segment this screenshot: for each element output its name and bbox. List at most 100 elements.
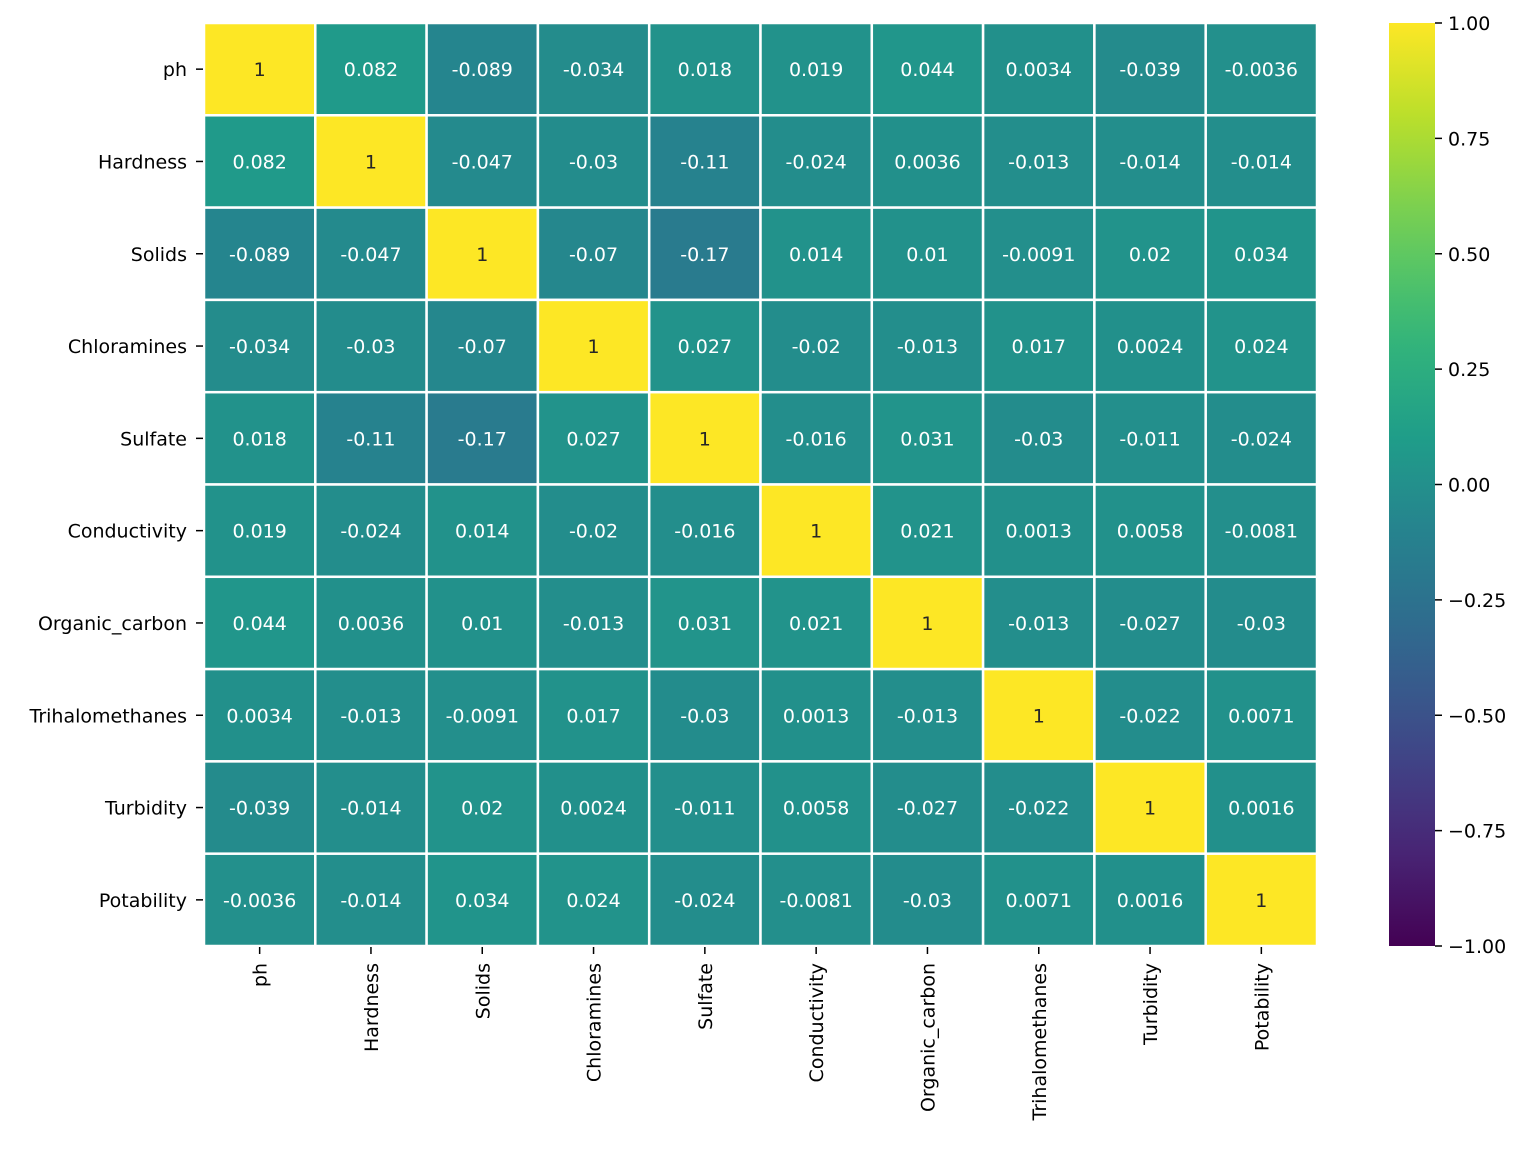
cell-annotation: 0.044 — [232, 613, 286, 635]
heatmap-cells — [202, 21, 1319, 948]
cell-annotation: 1 — [588, 336, 600, 358]
x-axis: ph Hardness Solids Chloramines Sulfate Conduc… — [250, 947, 1273, 1121]
x-tick-label: Hardness — [361, 963, 383, 1052]
cell-annotation: -0.013 — [897, 705, 958, 727]
cell-annotation: -0.0091 — [1002, 244, 1075, 266]
x-tick-label: Conductivity — [806, 963, 828, 1082]
y-tick-label: Potability — [99, 890, 187, 912]
x-tick-label: Turbidity — [1140, 963, 1162, 1046]
cell-annotation: 0.017 — [566, 705, 620, 727]
colorbar-tick-label: 0.50 — [1448, 244, 1490, 266]
heatmap-cell-Potability-ph — [202, 852, 317, 948]
cell-annotation: -0.014 — [340, 798, 401, 820]
heatmap-cell-Chloramines-ph — [202, 298, 317, 394]
heatmap-cell-Trihalomethanes-Solids — [425, 667, 540, 763]
heatmap-cell-Potability-Trihalomethanes — [981, 852, 1096, 948]
cell-annotation: -0.014 — [340, 890, 401, 912]
heatmap-cell-Trihalomethanes-Turbidity — [1093, 667, 1207, 763]
cell-annotation: 1 — [1033, 705, 1045, 727]
cell-annotation: -0.016 — [786, 428, 847, 450]
cell-annotation: -0.03 — [346, 336, 395, 358]
cell-annotation: -0.047 — [452, 151, 513, 173]
heatmap-cell-Turbidity-Turbidity — [1093, 760, 1207, 855]
cell-annotation: -0.039 — [229, 798, 290, 820]
heatmap-cell-Sulfate-Trihalomethanes — [981, 390, 1096, 486]
cell-annotation: 0.027 — [566, 428, 620, 450]
cell-annotation: 0.031 — [678, 613, 732, 635]
heatmap-cell-Potability-Turbidity — [1093, 852, 1207, 948]
heatmap-cell-Turbidity-Chloramines — [536, 760, 651, 855]
heatmap-cell-ph-Conductivity — [759, 21, 874, 117]
colorbar-tick-label: −0.50 — [1448, 705, 1506, 727]
cell-annotation: 0.018 — [232, 428, 286, 450]
cell-annotation: -0.0036 — [223, 890, 296, 912]
cell-annotation: 0.018 — [678, 59, 732, 81]
cell-annotation: -0.034 — [229, 336, 290, 358]
cell-annotation: -0.03 — [1014, 428, 1063, 450]
x-tick-label: Sulfate — [695, 963, 717, 1030]
y-tick-label: Turbidity — [104, 798, 187, 820]
heatmap-cell-Conductivity-Conductivity — [759, 483, 874, 579]
heatmap-cell-Conductivity-ph — [202, 483, 317, 579]
colorbar-tick-label: −0.75 — [1448, 821, 1506, 843]
cell-annotation: 0.0034 — [226, 705, 292, 727]
cell-annotation: 0.01 — [461, 613, 503, 635]
heatmap-cell-Hardness-Turbidity — [1093, 114, 1207, 209]
heatmap-cell-Sulfate-Turbidity — [1093, 390, 1207, 486]
y-tick-label: Trihalomethanes — [29, 705, 187, 727]
cell-annotation: -0.024 — [674, 890, 735, 912]
cell-annotation: -0.013 — [897, 336, 958, 358]
heatmap-cell-Hardness-Organic_carbon — [870, 114, 985, 209]
heatmap-cell-Hardness-Chloramines — [536, 114, 651, 209]
colorbar-tick-label: 1.00 — [1448, 13, 1490, 35]
cell-annotation: 0.034 — [1234, 244, 1288, 266]
y-tick-label: Chloramines — [68, 336, 187, 358]
heatmap-cell-ph-Trihalomethanes — [981, 21, 1096, 117]
heatmap-cell-Organic_carbon-ph — [202, 575, 317, 671]
cell-annotation: 0.0024 — [560, 798, 626, 820]
heatmap-cell-Hardness-Hardness — [314, 114, 428, 209]
cell-annotation: 0.0013 — [1006, 521, 1072, 543]
heatmap-cell-Organic_carbon-Potability — [1204, 575, 1319, 671]
heatmap-cell-Sulfate-Potability — [1204, 390, 1319, 486]
heatmap-cell-Trihalomethanes-Hardness — [314, 667, 428, 763]
cell-annotation: 1 — [365, 151, 377, 173]
cell-annotation: -0.03 — [903, 890, 952, 912]
cell-annotation: -0.0036 — [1225, 59, 1298, 81]
cell-annotation: 0.02 — [461, 798, 503, 820]
colorbar-tick-label: −1.00 — [1448, 936, 1506, 958]
colorbar-tick-label: 0.25 — [1448, 359, 1490, 381]
cell-annotation: -0.013 — [340, 705, 401, 727]
heatmap-cell-Potability-Solids — [425, 852, 540, 948]
cell-annotation: -0.0091 — [446, 705, 519, 727]
cell-annotation: 0.0036 — [338, 613, 404, 635]
cell-annotation: -0.022 — [1119, 705, 1180, 727]
cell-annotation: 1 — [921, 613, 933, 635]
cell-annotation: -0.02 — [569, 521, 618, 543]
x-tick-label: Solids — [472, 963, 494, 1019]
cell-annotation: 0.019 — [232, 521, 286, 543]
heatmap-cell-ph-Potability — [1204, 21, 1319, 117]
cell-annotation: -0.03 — [680, 705, 729, 727]
heatmap-cell-Solids-ph — [202, 206, 317, 302]
cell-annotation: -0.039 — [1119, 59, 1180, 81]
heatmap-cell-Potability-Potability — [1204, 852, 1319, 948]
cell-annotation: 1 — [810, 521, 822, 543]
cell-annotation: 1 — [1255, 890, 1267, 912]
cell-annotation: 0.017 — [1012, 336, 1066, 358]
y-tick-label: Hardness — [98, 151, 187, 173]
heatmap-cell-Chloramines-Conductivity — [759, 298, 874, 394]
colorbar-gradient — [1389, 23, 1435, 946]
cell-annotation: 1 — [254, 59, 266, 81]
cell-annotation: 0.082 — [344, 59, 398, 81]
cell-annotation: 0.021 — [789, 613, 843, 635]
cell-annotation: -0.034 — [563, 59, 624, 81]
heatmap-cell-Solids-Turbidity — [1093, 206, 1207, 302]
heatmap-cell-Potability-Sulfate — [647, 852, 762, 948]
cell-annotation: 0.044 — [900, 59, 954, 81]
heatmap-cell-Sulfate-Sulfate — [647, 390, 762, 486]
cell-annotation: 0.0036 — [894, 151, 960, 173]
heatmap-cell-Hardness-Conductivity — [759, 114, 874, 209]
heatmap-cell-Solids-Solids — [425, 206, 540, 302]
